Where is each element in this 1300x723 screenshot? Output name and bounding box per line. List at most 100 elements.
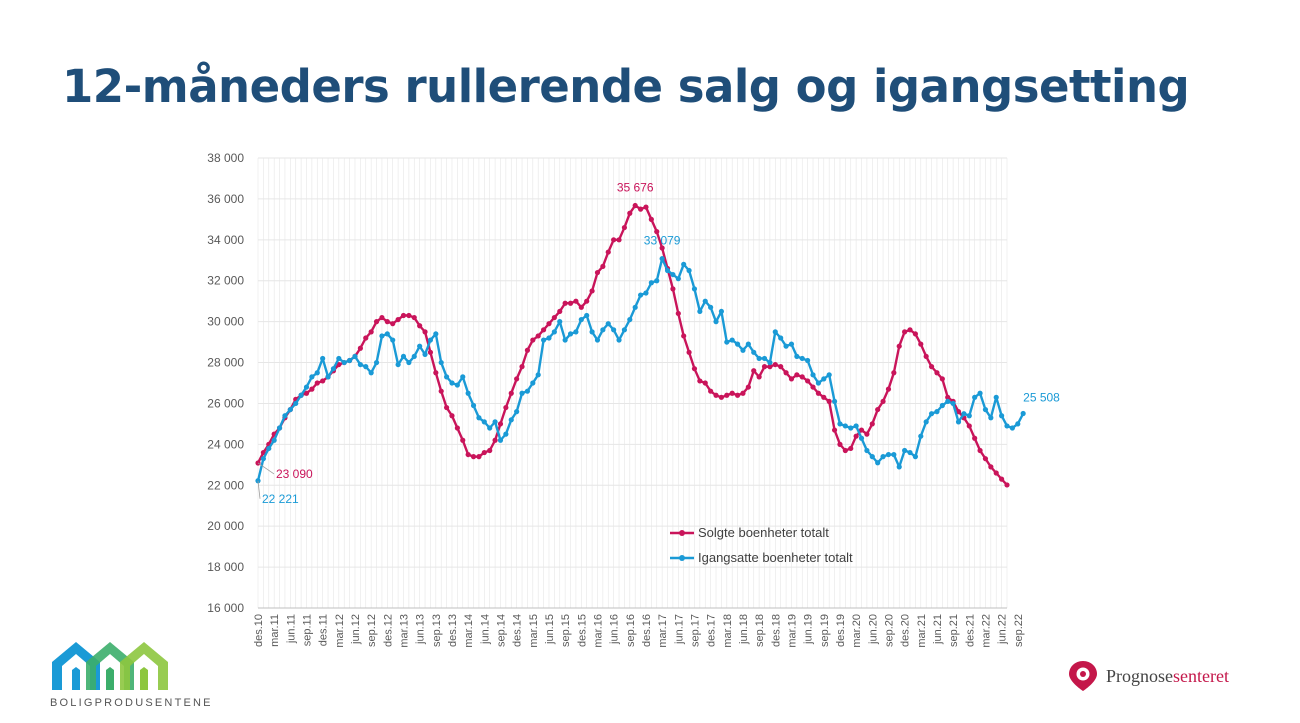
data-point bbox=[497, 421, 504, 427]
data-point bbox=[923, 419, 929, 425]
data-point bbox=[772, 361, 778, 368]
x-tick-label: des.13 bbox=[447, 614, 459, 647]
data-point bbox=[767, 364, 773, 370]
data-point bbox=[611, 327, 617, 333]
data-point bbox=[783, 343, 789, 349]
y-tick-label: 22 000 bbox=[207, 478, 244, 492]
data-point bbox=[761, 364, 768, 370]
data-point bbox=[470, 402, 477, 409]
data-point bbox=[724, 392, 730, 398]
x-tick-label: des.21 bbox=[964, 614, 976, 647]
data-point bbox=[853, 423, 859, 429]
x-tick-label: sep.15 bbox=[560, 614, 572, 647]
data-point bbox=[837, 421, 843, 427]
x-tick-label: mar.17 bbox=[657, 614, 669, 648]
data-point bbox=[584, 298, 590, 304]
data-point bbox=[972, 435, 978, 441]
data-point bbox=[320, 355, 326, 362]
data-label: 35 676 bbox=[617, 181, 654, 195]
data-point bbox=[902, 447, 908, 454]
data-point bbox=[449, 413, 455, 419]
data-point bbox=[999, 476, 1005, 482]
page-title: 12-måneders rullerende salg og igangsett… bbox=[62, 60, 1190, 113]
data-point bbox=[584, 312, 590, 319]
data-point bbox=[918, 341, 924, 347]
data-point bbox=[805, 357, 811, 364]
y-tick-label: 30 000 bbox=[207, 315, 244, 329]
data-point bbox=[891, 451, 897, 458]
data-point bbox=[1020, 410, 1026, 417]
data-point bbox=[772, 329, 778, 335]
data-point bbox=[632, 304, 638, 310]
data-point bbox=[945, 398, 951, 405]
x-tick-label: des.19 bbox=[835, 614, 847, 647]
data-point bbox=[551, 329, 557, 335]
data-point bbox=[848, 445, 854, 452]
data-point bbox=[654, 229, 660, 235]
data-label: 33 079 bbox=[644, 234, 681, 248]
data-point bbox=[573, 298, 579, 304]
data-point bbox=[390, 321, 396, 327]
data-point bbox=[298, 392, 304, 398]
data-point bbox=[260, 456, 266, 462]
data-point bbox=[713, 392, 719, 398]
data-point bbox=[988, 415, 994, 421]
data-point bbox=[438, 388, 444, 394]
x-tick-label: mar.11 bbox=[269, 614, 281, 647]
x-tick-label: des.10 bbox=[253, 614, 265, 647]
data-point bbox=[993, 394, 999, 400]
location-pin-icon bbox=[1069, 661, 1097, 691]
data-point bbox=[734, 341, 741, 347]
data-point bbox=[454, 382, 460, 388]
data-point bbox=[745, 341, 751, 347]
data-point bbox=[896, 464, 902, 470]
data-point bbox=[632, 202, 638, 209]
data-point bbox=[788, 376, 795, 382]
data-point bbox=[540, 327, 547, 333]
data-point bbox=[670, 286, 676, 292]
x-tick-label: mar.16 bbox=[592, 614, 604, 648]
data-point bbox=[810, 372, 816, 378]
data-point bbox=[276, 425, 283, 431]
data-point bbox=[788, 341, 795, 347]
data-point bbox=[557, 308, 563, 315]
data-point bbox=[514, 409, 520, 415]
data-point bbox=[395, 361, 401, 368]
x-tick-label: mar.20 bbox=[851, 614, 863, 648]
data-point bbox=[567, 300, 574, 306]
data-point bbox=[551, 314, 557, 321]
data-point bbox=[659, 245, 665, 251]
data-point bbox=[562, 300, 568, 306]
data-point bbox=[745, 384, 751, 390]
data-point bbox=[460, 374, 466, 380]
data-point bbox=[303, 390, 310, 396]
x-tick-label: jun.22 bbox=[997, 614, 1009, 645]
data-point bbox=[902, 329, 908, 335]
data-point bbox=[594, 269, 601, 276]
data-point bbox=[869, 421, 875, 427]
data-point bbox=[907, 327, 913, 333]
data-point bbox=[487, 447, 493, 454]
data-point bbox=[815, 380, 822, 386]
y-tick-label: 32 000 bbox=[207, 274, 244, 288]
data-point bbox=[955, 419, 962, 425]
data-point bbox=[530, 337, 536, 343]
data-point bbox=[681, 333, 687, 339]
data-point bbox=[357, 345, 363, 351]
data-point bbox=[460, 437, 466, 443]
data-point bbox=[481, 449, 487, 456]
x-tick-label: jun.21 bbox=[932, 614, 944, 645]
data-point bbox=[320, 378, 326, 384]
data-point bbox=[842, 447, 848, 454]
data-point bbox=[702, 380, 708, 386]
data-point bbox=[524, 388, 531, 394]
data-point bbox=[945, 394, 951, 400]
data-point bbox=[982, 406, 989, 413]
data-point bbox=[422, 351, 428, 357]
x-tick-label: jun.17 bbox=[673, 614, 685, 645]
data-point bbox=[939, 376, 945, 382]
data-point bbox=[309, 374, 315, 380]
data-point bbox=[508, 390, 514, 396]
x-tick-label: mar.21 bbox=[916, 614, 928, 648]
data-point bbox=[384, 319, 390, 325]
